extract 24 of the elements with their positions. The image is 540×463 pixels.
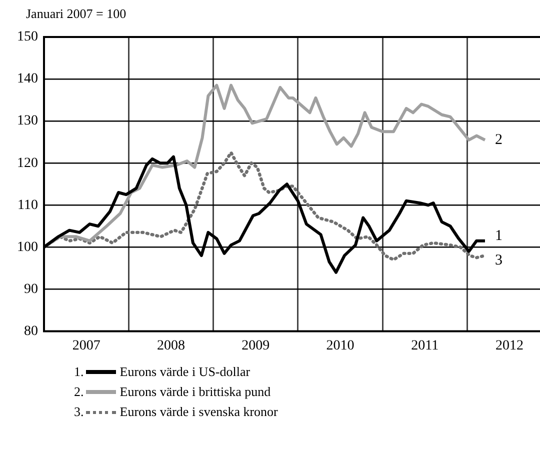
- y-tick-label: 140: [17, 72, 38, 87]
- text: 1.: [74, 363, 84, 381]
- y-tick-label: 90: [24, 282, 38, 297]
- legend-label: Eurons värde i svenska kronor: [120, 403, 278, 421]
- legend-label: Eurons värde i US-dollar: [120, 363, 250, 381]
- y-tick-label: 80: [24, 324, 38, 339]
- y-tick-label: 130: [17, 114, 38, 129]
- x-tick-label: 2010: [326, 338, 354, 354]
- y-tick-label: 100: [17, 240, 38, 255]
- text: 2.: [74, 383, 84, 401]
- y-tick-label: 110: [18, 198, 38, 213]
- x-tick-label: 2007: [72, 338, 100, 354]
- text: 3.: [74, 403, 84, 421]
- y-axis-title: Januari 2007 = 100: [26, 6, 126, 22]
- x-tick-label: 2008: [156, 338, 185, 354]
- annotation: 3: [494, 252, 502, 268]
- x-tick-label: 2012: [496, 338, 524, 354]
- x-tick-label: 2011: [411, 338, 439, 354]
- legend-label: Eurons värde i brittiska pund: [120, 383, 271, 401]
- x-tick-label: 2009: [242, 338, 270, 354]
- y-tick-label: 120: [17, 156, 38, 171]
- annotation: 2: [494, 132, 502, 148]
- annotation: 1: [494, 228, 502, 244]
- y-tick-label: 150: [17, 30, 38, 45]
